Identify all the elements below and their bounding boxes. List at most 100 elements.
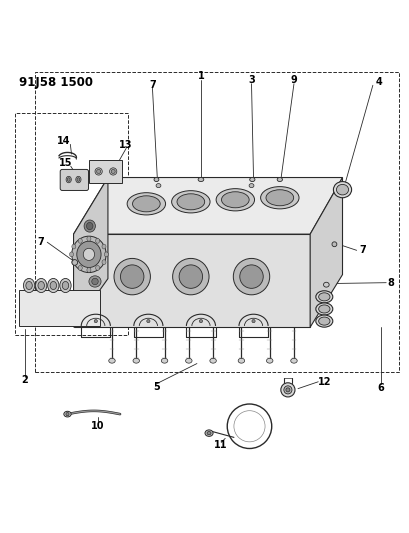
Text: 14: 14: [56, 136, 70, 146]
Ellipse shape: [331, 242, 336, 247]
Text: 13: 13: [119, 140, 133, 150]
Ellipse shape: [102, 260, 106, 264]
Ellipse shape: [72, 260, 76, 264]
Ellipse shape: [95, 265, 99, 270]
Text: 7: 7: [38, 237, 45, 247]
Text: 11: 11: [214, 440, 227, 450]
Text: 15: 15: [58, 158, 72, 168]
Ellipse shape: [66, 413, 69, 416]
Ellipse shape: [89, 276, 101, 287]
Text: 4: 4: [375, 77, 381, 87]
Ellipse shape: [172, 259, 209, 295]
Ellipse shape: [249, 183, 253, 188]
Ellipse shape: [318, 305, 329, 313]
Ellipse shape: [66, 176, 71, 183]
Ellipse shape: [336, 184, 348, 195]
Text: 7: 7: [358, 245, 365, 255]
Ellipse shape: [47, 278, 59, 293]
Ellipse shape: [239, 265, 263, 288]
Ellipse shape: [76, 176, 81, 183]
Ellipse shape: [154, 177, 159, 182]
Polygon shape: [73, 234, 309, 327]
Ellipse shape: [185, 358, 191, 363]
Polygon shape: [73, 177, 342, 234]
Ellipse shape: [266, 358, 272, 363]
Ellipse shape: [23, 278, 35, 293]
FancyBboxPatch shape: [60, 169, 88, 190]
Ellipse shape: [60, 278, 71, 293]
Ellipse shape: [265, 190, 293, 206]
Ellipse shape: [70, 252, 73, 257]
Ellipse shape: [260, 187, 298, 209]
Ellipse shape: [78, 265, 82, 270]
Ellipse shape: [26, 281, 32, 289]
Ellipse shape: [199, 319, 202, 322]
Ellipse shape: [333, 182, 351, 198]
Ellipse shape: [249, 177, 254, 182]
Ellipse shape: [87, 236, 91, 241]
Text: 12: 12: [317, 377, 330, 387]
Ellipse shape: [77, 177, 80, 181]
Polygon shape: [309, 177, 342, 327]
Ellipse shape: [78, 238, 82, 243]
Ellipse shape: [38, 281, 44, 289]
Ellipse shape: [171, 191, 209, 213]
Text: 3: 3: [247, 76, 254, 85]
Ellipse shape: [95, 168, 102, 175]
FancyBboxPatch shape: [88, 160, 122, 183]
Ellipse shape: [204, 430, 213, 437]
Ellipse shape: [233, 259, 269, 295]
Ellipse shape: [276, 177, 282, 182]
Ellipse shape: [177, 194, 204, 210]
Ellipse shape: [146, 319, 150, 322]
Ellipse shape: [109, 168, 117, 175]
Ellipse shape: [280, 383, 294, 397]
Text: 9: 9: [290, 76, 297, 85]
Ellipse shape: [315, 315, 332, 327]
Ellipse shape: [285, 388, 289, 392]
Ellipse shape: [198, 177, 203, 182]
Ellipse shape: [72, 260, 77, 265]
Polygon shape: [73, 177, 108, 327]
Ellipse shape: [132, 196, 160, 212]
Ellipse shape: [72, 236, 106, 272]
Ellipse shape: [315, 303, 332, 315]
Ellipse shape: [83, 248, 94, 261]
Ellipse shape: [133, 358, 139, 363]
Ellipse shape: [62, 281, 69, 289]
Text: 6: 6: [377, 383, 383, 393]
Ellipse shape: [84, 220, 95, 232]
Text: 91J58 1500: 91J58 1500: [19, 76, 93, 88]
Ellipse shape: [238, 358, 244, 363]
Ellipse shape: [114, 259, 150, 295]
Ellipse shape: [50, 281, 56, 289]
Ellipse shape: [179, 265, 202, 288]
Ellipse shape: [108, 358, 115, 363]
Ellipse shape: [104, 252, 108, 257]
Ellipse shape: [86, 222, 93, 230]
Text: 2: 2: [22, 375, 28, 385]
Ellipse shape: [72, 244, 76, 249]
Ellipse shape: [283, 386, 291, 394]
Ellipse shape: [120, 265, 144, 288]
Ellipse shape: [251, 319, 254, 322]
Text: 1: 1: [197, 71, 204, 82]
Ellipse shape: [87, 268, 91, 272]
Ellipse shape: [216, 189, 254, 211]
Ellipse shape: [97, 169, 100, 173]
Text: 10: 10: [91, 421, 104, 431]
Ellipse shape: [161, 358, 167, 363]
Ellipse shape: [36, 278, 47, 293]
Ellipse shape: [209, 358, 216, 363]
FancyBboxPatch shape: [18, 289, 100, 326]
Ellipse shape: [318, 293, 329, 301]
Text: 7: 7: [149, 79, 155, 90]
Ellipse shape: [111, 169, 115, 173]
Ellipse shape: [127, 193, 165, 215]
Ellipse shape: [290, 358, 297, 363]
Ellipse shape: [76, 241, 101, 268]
Ellipse shape: [207, 432, 211, 435]
Ellipse shape: [64, 411, 71, 417]
Text: 5: 5: [153, 382, 160, 392]
Ellipse shape: [323, 282, 328, 287]
